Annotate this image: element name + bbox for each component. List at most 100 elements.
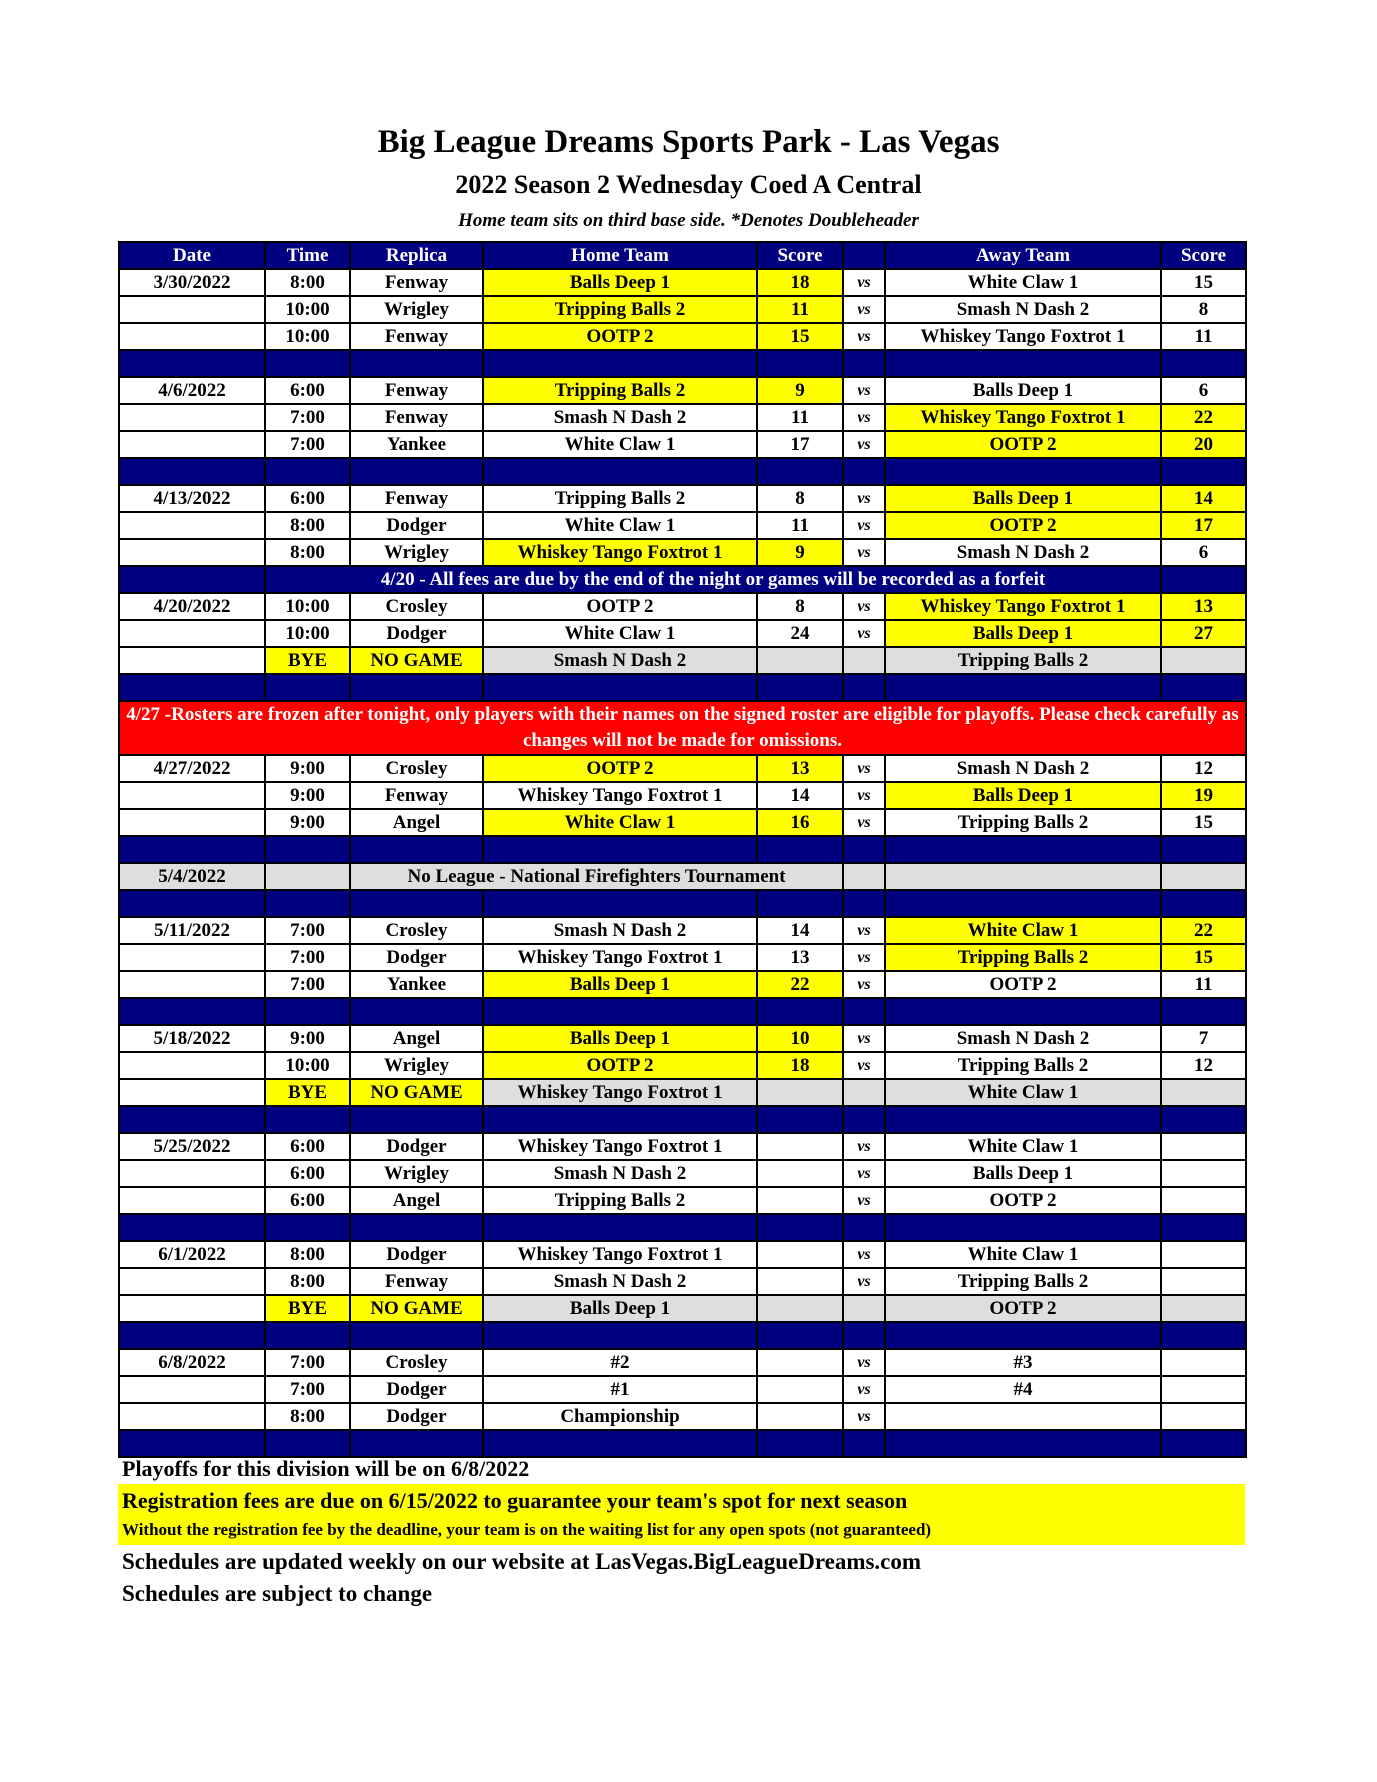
spacer-cell — [264, 673, 351, 702]
time-cell: 8:00 — [264, 268, 351, 297]
home-score-cell — [756, 1267, 844, 1296]
home-team-cell: Whiskey Tango Foxtrot 1 — [482, 1132, 758, 1161]
game-row: 4/27/2022 9:00 Crosley OOTP 2 13 vs Smash N Da… — [118, 754, 1247, 783]
replica-field-cell: Crosley — [349, 1348, 484, 1377]
home-team-cell: White Claw 1 — [482, 511, 758, 540]
spacer-row — [118, 1213, 1247, 1242]
playoffs-note: Playoffs for this division will be on 6/… — [122, 1456, 530, 1481]
date-cell — [118, 511, 266, 540]
home-team-cell: White Claw 1 — [482, 619, 758, 648]
away-team-cell: White Claw 1 — [884, 1240, 1162, 1269]
spacer-cell — [482, 1213, 758, 1242]
date-cell — [118, 646, 266, 675]
spacer-cell — [482, 673, 758, 702]
time-cell: 6:00 — [264, 1186, 351, 1215]
away-score-cell: 17 — [1160, 511, 1247, 540]
game-row: 8:00 Wrigley Whiskey Tango Foxtrot 1 9 vs Sma… — [118, 538, 1247, 567]
away-score-cell: 12 — [1160, 754, 1247, 783]
date-cell — [118, 295, 266, 324]
vs-cell: vs — [842, 916, 886, 945]
date-cell: 5/11/2022 — [118, 916, 266, 945]
time-cell: 10:00 — [264, 592, 351, 621]
vs-cell: vs — [842, 322, 886, 351]
spacer-cell — [756, 349, 844, 378]
home-team-cell: Tripping Balls 2 — [482, 1186, 758, 1215]
game-row: 10:00 Wrigley Tripping Balls 2 11 vs Smash N … — [118, 295, 1247, 324]
spacer-cell — [349, 889, 484, 918]
date-cell — [118, 1402, 266, 1431]
away-team-cell: Whiskey Tango Foxtrot 1 — [884, 403, 1162, 432]
replica-field-cell: Dodger — [349, 943, 484, 972]
date-cell: 4/20/2022 — [118, 592, 266, 621]
home-score-cell: 15 — [756, 322, 844, 351]
date-cell — [118, 1375, 266, 1404]
game-row: 4/13/2022 6:00 Fenway Tripping Balls 2 8 vs Ba… — [118, 484, 1247, 513]
vs-cell: vs — [842, 781, 886, 810]
replica-field-cell: NO GAME — [349, 1294, 484, 1323]
away-team-cell: Balls Deep 1 — [884, 1159, 1162, 1188]
home-team-cell: White Claw 1 — [482, 430, 758, 459]
vs-cell: vs — [842, 1348, 886, 1377]
home-score-cell — [756, 1240, 844, 1269]
away-team-cell: White Claw 1 — [884, 1132, 1162, 1161]
vs-cell: vs — [842, 754, 886, 783]
time-cell: 7:00 — [264, 1375, 351, 1404]
away-team-cell: #4 — [884, 1375, 1162, 1404]
vs-cell: vs — [842, 808, 886, 837]
game-row: 8:00 Dodger Championship vs — [118, 1402, 1247, 1431]
away-score-cell — [1160, 1240, 1247, 1269]
away-score-cell: 11 — [1160, 970, 1247, 999]
home-team-cell: Tripping Balls 2 — [482, 295, 758, 324]
away-score-cell — [1160, 1132, 1247, 1161]
vs-cell: vs — [842, 970, 886, 999]
col-header-home-score: Score — [756, 241, 844, 270]
spacer-cell — [349, 1213, 484, 1242]
away-team-cell: Tripping Balls 2 — [884, 1051, 1162, 1080]
date-cell — [118, 322, 266, 351]
col-header-date: Date — [118, 241, 266, 270]
spacer-cell — [1160, 1213, 1247, 1242]
home-team-cell: Whiskey Tango Foxtrot 1 — [482, 781, 758, 810]
spacer-cell — [264, 1213, 351, 1242]
home-team-cell: Balls Deep 1 — [482, 970, 758, 999]
home-team-cell: Smash N Dash 2 — [482, 646, 758, 675]
vs-cell: vs — [842, 484, 886, 513]
time-cell: 7:00 — [264, 970, 351, 999]
game-row: 10:00 Wrigley OOTP 2 18 vs Tripping Balls 2 12 — [118, 1051, 1247, 1080]
spacer-cell — [1160, 1105, 1247, 1134]
away-team-cell: Whiskey Tango Foxtrot 1 — [884, 322, 1162, 351]
roster-alert-row: 4/27 -Rosters are frozen after tonight, … — [118, 700, 1247, 756]
home-score-cell: 18 — [756, 1051, 844, 1080]
replica-field-cell: Wrigley — [349, 1159, 484, 1188]
vs-cell: vs — [842, 592, 886, 621]
home-team-cell: Balls Deep 1 — [482, 1024, 758, 1053]
spacer-cell — [118, 1429, 266, 1458]
date-cell: 4/27/2022 — [118, 754, 266, 783]
spacer-cell — [264, 835, 351, 864]
registration-highlight — [118, 1484, 1245, 1545]
spacer-cell — [842, 1321, 886, 1350]
spacer-cell — [884, 997, 1162, 1026]
vs-cell — [842, 1294, 886, 1323]
home-team-cell: White Claw 1 — [482, 808, 758, 837]
spacer-cell — [264, 457, 351, 486]
away-score-cell: 11 — [1160, 322, 1247, 351]
home-team-cell: Tripping Balls 2 — [482, 484, 758, 513]
spacer-cell — [264, 1105, 351, 1134]
time-cell: 10:00 — [264, 295, 351, 324]
away-score-cell: 7 — [1160, 1024, 1247, 1053]
spacer-cell — [1160, 1321, 1247, 1350]
date-cell — [118, 1294, 266, 1323]
home-team-cell: Championship — [482, 1402, 758, 1431]
spacer-cell — [349, 1321, 484, 1350]
away-score-cell — [1160, 1159, 1247, 1188]
away-team-cell: OOTP 2 — [884, 430, 1162, 459]
no-league-row: 5/4/2022 No League - National Firefighter… — [118, 862, 1247, 891]
replica-field-cell: NO GAME — [349, 646, 484, 675]
away-team-cell — [884, 862, 1162, 891]
spacer-cell — [482, 997, 758, 1026]
home-team-cell: Smash N Dash 2 — [482, 916, 758, 945]
spacer-cell — [884, 457, 1162, 486]
date-cell: 5/18/2022 — [118, 1024, 266, 1053]
game-row: 7:00 Dodger Whiskey Tango Foxtrot 1 13 vs Tri… — [118, 943, 1247, 972]
